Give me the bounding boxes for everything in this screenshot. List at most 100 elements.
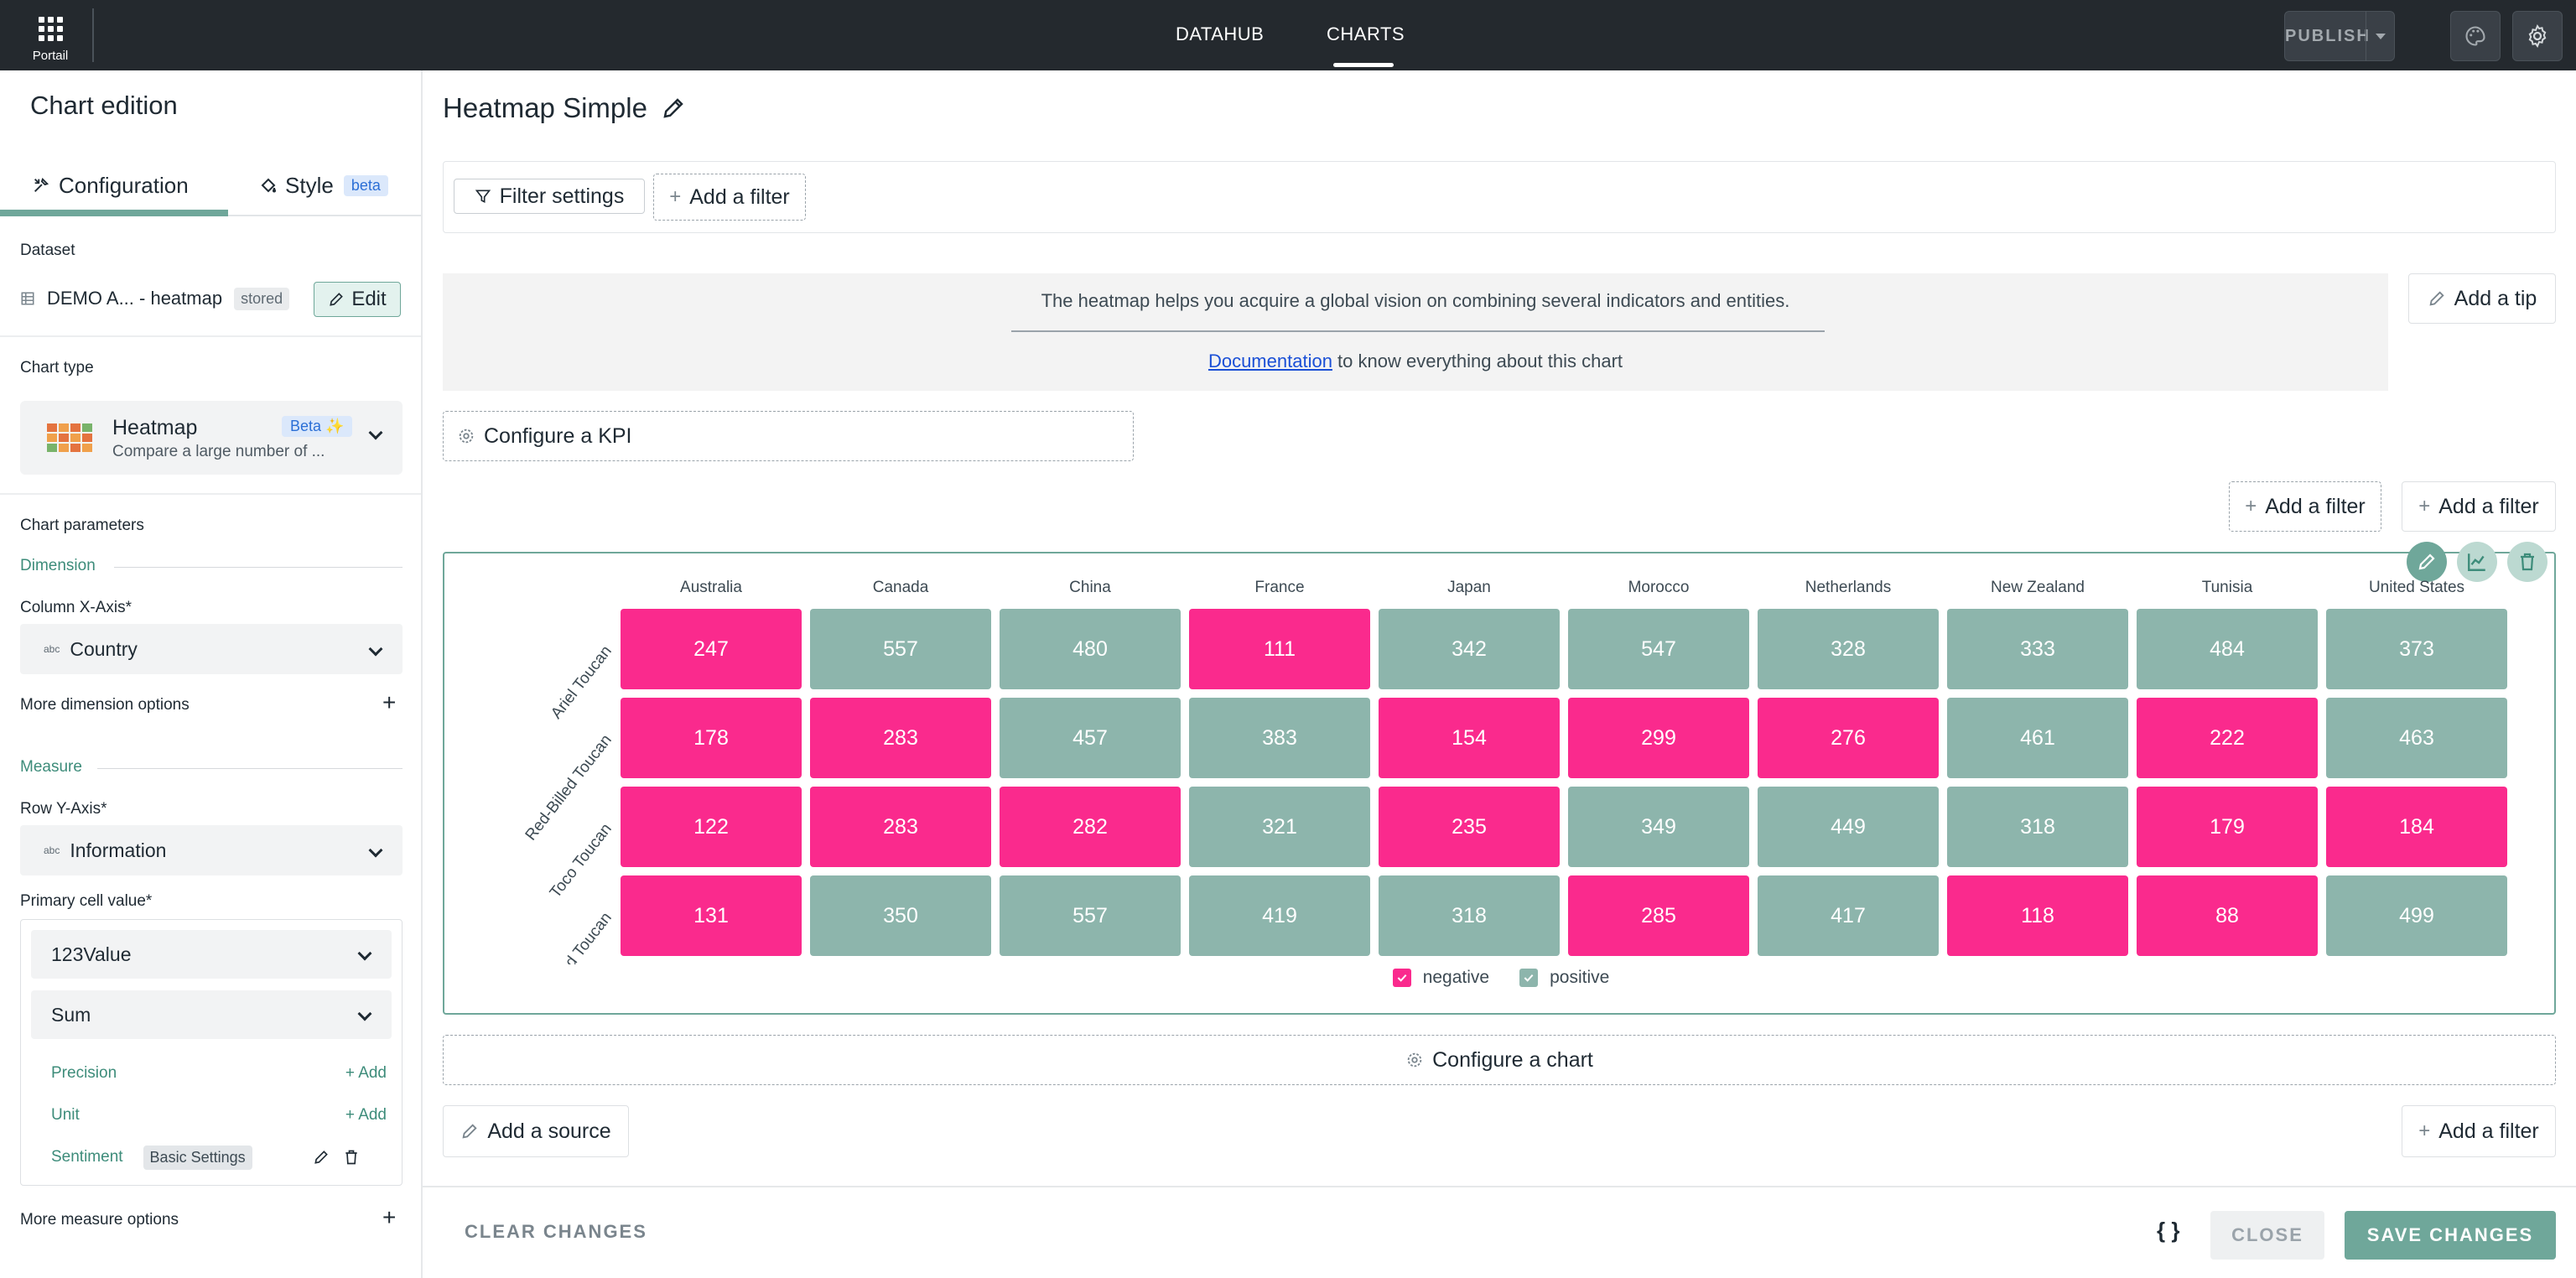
- heatmap-cell[interactable]: 463: [2326, 698, 2507, 778]
- json-editor-button[interactable]: { }: [2157, 1218, 2180, 1243]
- heatmap-cell[interactable]: 111: [1189, 609, 1370, 689]
- heatmap-cell[interactable]: 282: [1000, 787, 1181, 867]
- heatmap-cell[interactable]: 318: [1379, 875, 1560, 956]
- palette-button[interactable]: [2450, 11, 2501, 61]
- legend-negative[interactable]: negative: [1392, 968, 1489, 988]
- heatmap-cell[interactable]: 321: [1189, 787, 1370, 867]
- heatmap-chart-card[interactable]: Australia Canada China France Japan Morocco Ne…: [443, 542, 2556, 1015]
- unit-label: Unit: [51, 1106, 80, 1124]
- add-precision-button[interactable]: + Add: [345, 1064, 387, 1082]
- chart-type-button[interactable]: [2457, 542, 2497, 582]
- heatmap-cell[interactable]: 118: [1947, 875, 2128, 956]
- y-axis-select[interactable]: abc Information: [20, 825, 402, 875]
- trash-icon[interactable]: [343, 1149, 360, 1166]
- plus-icon[interactable]: +: [382, 689, 397, 715]
- heatmap-cell[interactable]: 449: [1758, 787, 1939, 867]
- heatmap-cell[interactable]: 235: [1379, 787, 1560, 867]
- heatmap-cell[interactable]: 547: [1568, 609, 1749, 689]
- heatmap-cell[interactable]: 480: [1000, 609, 1181, 689]
- value-column-select[interactable]: 123 Value: [31, 930, 392, 979]
- add-filter-button-4[interactable]: + Add a filter: [2402, 1105, 2556, 1157]
- add-unit-button[interactable]: + Add: [345, 1106, 387, 1124]
- tab-configuration-label: Configuration: [59, 172, 189, 198]
- heatmap-cell[interactable]: 184: [2326, 787, 2507, 867]
- save-changes-button[interactable]: SAVE CHANGES: [2345, 1211, 2556, 1260]
- pencil-icon[interactable]: [313, 1149, 330, 1166]
- heatmap-cell[interactable]: 283: [810, 698, 991, 778]
- add-source-button[interactable]: Add a source: [443, 1105, 629, 1157]
- heatmap-cell[interactable]: 333: [1947, 609, 2128, 689]
- nav-charts[interactable]: CHARTS: [1327, 23, 1405, 44]
- pencil-icon[interactable]: [661, 96, 686, 121]
- heatmap-cell[interactable]: 457: [1000, 698, 1181, 778]
- configure-chart-label: Configure a chart: [1432, 1047, 1593, 1072]
- legend-checkbox-negative[interactable]: [1392, 969, 1411, 987]
- heatmap-cell[interactable]: 461: [1947, 698, 2128, 778]
- edit-chart-button[interactable]: [2407, 542, 2447, 582]
- heatmap-cell[interactable]: 222: [2137, 698, 2318, 778]
- documentation-line: Documentation to know everything about t…: [443, 351, 2388, 372]
- configure-chart-button[interactable]: Configure a chart: [443, 1035, 2556, 1085]
- aggregation-select[interactable]: Sum: [31, 990, 392, 1039]
- plus-icon[interactable]: +: [382, 1204, 397, 1230]
- heatmap-cell[interactable]: 283: [810, 787, 991, 867]
- heatmap-cell[interactable]: 484: [2137, 609, 2318, 689]
- settings-button[interactable]: [2512, 11, 2563, 61]
- publish-dropdown-icon[interactable]: [2366, 33, 2394, 39]
- heatmap-cell[interactable]: 342: [1379, 609, 1560, 689]
- legend-checkbox-positive[interactable]: [1519, 969, 1539, 987]
- heatmap-cell[interactable]: 247: [621, 609, 802, 689]
- page-title: Heatmap Simple: [443, 92, 686, 124]
- heatmap-cell[interactable]: 299: [1568, 698, 1749, 778]
- heatmap-cell[interactable]: 328: [1758, 609, 1939, 689]
- publish-button[interactable]: PUBLISH: [2284, 11, 2395, 61]
- close-button[interactable]: CLOSE: [2210, 1211, 2324, 1260]
- heatmap-cell[interactable]: 179: [2137, 787, 2318, 867]
- legend-positive[interactable]: positive: [1519, 968, 1609, 988]
- heatmap-cell[interactable]: 285: [1568, 875, 1749, 956]
- gear-icon: [2528, 24, 2547, 48]
- delete-chart-button[interactable]: [2507, 542, 2547, 582]
- heatmap-cell[interactable]: 499: [2326, 875, 2507, 956]
- more-dimension-options[interactable]: More dimension options: [20, 696, 190, 714]
- heatmap-cell[interactable]: 417: [1758, 875, 1939, 956]
- heatmap-cell[interactable]: 318: [1947, 787, 2128, 867]
- edit-dataset-button[interactable]: Edit: [314, 282, 401, 317]
- add-filter-button[interactable]: + Add a filter: [653, 174, 806, 221]
- heatmap-cell[interactable]: 122: [621, 787, 802, 867]
- pencil-icon: [330, 293, 344, 306]
- heatmap-cell[interactable]: 178: [621, 698, 802, 778]
- chart-type-label: Chart type: [20, 359, 94, 377]
- configure-kpi-button[interactable]: Configure a KPI: [443, 411, 1134, 461]
- more-measure-options[interactable]: More measure options: [20, 1211, 179, 1229]
- portal-button[interactable]: Portail: [25, 13, 75, 63]
- plus-icon: +: [2245, 495, 2257, 517]
- heatmap-cell[interactable]: 131: [621, 875, 802, 956]
- heatmap-cell[interactable]: 276: [1758, 698, 1939, 778]
- heatmap-cell[interactable]: 557: [1000, 875, 1181, 956]
- heatmap-cell[interactable]: 419: [1189, 875, 1370, 956]
- column-header: Tunisia: [2201, 579, 2253, 596]
- heatmap-cell[interactable]: 350: [810, 875, 991, 956]
- heatmap-cell[interactable]: 349: [1568, 787, 1749, 867]
- x-axis-select[interactable]: abc Country: [20, 624, 402, 674]
- filter-settings-button[interactable]: Filter settings: [454, 179, 645, 214]
- chart-type-selector[interactable]: Heatmap Beta ✨ Compare a large number of…: [20, 401, 402, 475]
- clear-changes-button[interactable]: CLEAR CHANGES: [465, 1221, 647, 1242]
- add-filter-button-3[interactable]: + Add a filter: [2402, 481, 2556, 532]
- tab-configuration[interactable]: Configuration: [32, 154, 189, 216]
- pencil-icon: [2429, 291, 2444, 306]
- add-tip-button[interactable]: Add a tip: [2408, 273, 2556, 324]
- y-axis-label: Row Y-Axis*: [20, 800, 107, 818]
- heatmap-cell[interactable]: 373: [2326, 609, 2507, 689]
- measure-section-label: Measure: [20, 758, 82, 776]
- tab-style[interactable]: Style beta: [258, 154, 388, 216]
- documentation-link[interactable]: Documentation: [1208, 351, 1332, 371]
- nav-datahub[interactable]: DATAHUB: [1176, 23, 1265, 44]
- portal-label: Portail: [32, 49, 69, 63]
- heatmap-cell[interactable]: 88: [2137, 875, 2318, 956]
- heatmap-cell[interactable]: 383: [1189, 698, 1370, 778]
- heatmap-cell[interactable]: 154: [1379, 698, 1560, 778]
- heatmap-cell[interactable]: 557: [810, 609, 991, 689]
- add-filter-button-2[interactable]: + Add a filter: [2229, 481, 2381, 532]
